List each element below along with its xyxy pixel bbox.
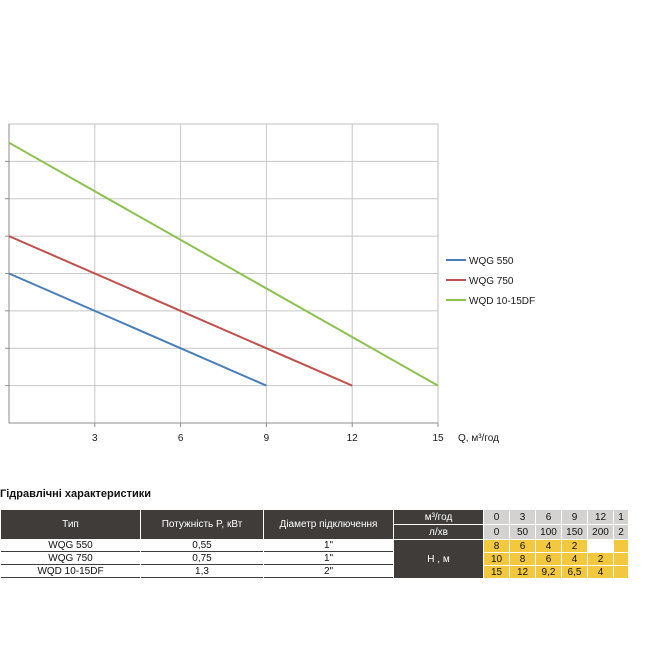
head-cell (614, 566, 628, 578)
flow-m3-cell: 1 (614, 510, 628, 524)
head-cell: 10 (484, 553, 509, 565)
legend-label: WQG 550 (469, 256, 514, 267)
head-cell: 9,2 (536, 566, 561, 578)
head-cell (588, 540, 613, 552)
flow-m3-cell: 6 (536, 510, 561, 524)
row-power: 0,55 (141, 540, 263, 552)
head-cell: 4 (536, 540, 561, 552)
head-cell: 4 (588, 566, 613, 578)
x-tick-label: 12 (347, 433, 359, 444)
table-title: Гідравлічні характеристики (0, 488, 152, 500)
head-cell (614, 540, 628, 552)
header-type: Тип (1, 510, 140, 539)
flow-lmin-cell: 150 (562, 525, 587, 539)
series-line-2 (8, 235, 353, 387)
flow-lmin-cell: 200 (588, 525, 613, 539)
flow-m3-cell: 0 (484, 510, 509, 524)
head-cell (614, 553, 628, 565)
chart-series (8, 141, 439, 387)
row-diameter: 2" (264, 566, 393, 578)
table-row: WQD 10-15DF 1,3 2" 15 12 9,2 6,5 4 (1, 566, 628, 578)
unit-m3-label: м³/год (394, 510, 483, 524)
header-diameter: Діаметр підключення (264, 510, 393, 539)
head-cell: 2 (562, 540, 587, 552)
head-cell: 4 (562, 553, 587, 565)
header-power: Потужність P, кВт (141, 510, 263, 539)
head-cell: 15 (484, 566, 509, 578)
row-type: WQD 10-15DF (1, 566, 140, 578)
flow-lmin-cell: 0 (484, 525, 509, 539)
head-cell: 6,5 (562, 566, 587, 578)
chart-legend: WQG 550 WQG 750 WQD 10-15DF (446, 256, 535, 307)
legend-label: WQD 10-15DF (469, 296, 535, 307)
table-row: WQG 750 0,75 1" 10 8 6 4 2 (1, 553, 628, 565)
head-cell: 12 (510, 566, 535, 578)
head-flow-chart: 3 6 9 12 15 Q, м³/год WQG 550 WQG 750 WQD 10-1… (5, 123, 535, 444)
legend-label: WQG 750 (469, 276, 514, 287)
specs-table: Тип Потужність P, кВт Діаметр підключенн… (0, 509, 629, 579)
chart-grid (8, 123, 439, 424)
chart-tick-labels: 3 6 9 12 15 (92, 433, 444, 444)
flow-lmin-cell: 100 (536, 525, 561, 539)
row-power: 1,3 (141, 566, 263, 578)
x-tick-label: 15 (432, 433, 444, 444)
table-row: WQG 550 0,55 1" Н , м 8 6 4 2 (1, 540, 628, 578)
flow-m3-cell: 9 (562, 510, 587, 524)
head-cell: 8 (510, 553, 535, 565)
row-type: WQG 550 (1, 540, 140, 552)
head-label: Н , м (394, 540, 483, 578)
x-axis-label: Q, м³/год (458, 433, 499, 444)
row-type: WQG 750 (1, 553, 140, 565)
head-cell: 2 (588, 553, 613, 565)
row-diameter: 1" (264, 553, 393, 565)
flow-m3-cell: 3 (510, 510, 535, 524)
x-tick-label: 9 (264, 433, 270, 444)
chart-axes (5, 124, 439, 427)
unit-lmin-label: л/хв (394, 525, 483, 539)
head-cell: 6 (510, 540, 535, 552)
row-diameter: 1" (264, 540, 393, 552)
table-header-row-2: л/хв 0 50 100 150 200 2 (1, 525, 628, 539)
head-cell: 6 (536, 553, 561, 565)
head-cell: 8 (484, 540, 509, 552)
series-line-1 (8, 272, 267, 387)
series-line-3 (8, 141, 439, 387)
row-power: 0,75 (141, 553, 263, 565)
flow-lmin-cell: 50 (510, 525, 535, 539)
x-tick-label: 6 (178, 433, 184, 444)
flow-m3-cell: 12 (588, 510, 613, 524)
x-tick-label: 3 (92, 433, 98, 444)
table-header-row: Тип Потужність P, кВт Діаметр підключенн… (1, 510, 628, 539)
flow-lmin-cell: 2 (614, 525, 628, 539)
